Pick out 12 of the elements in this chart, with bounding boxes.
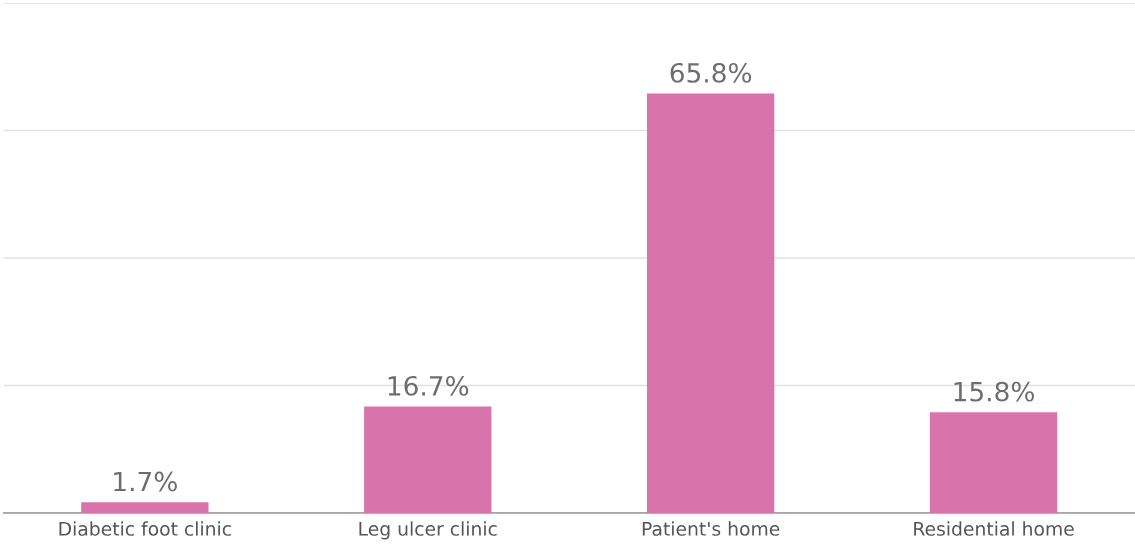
x-tick-label: Diabetic foot clinic bbox=[59, 521, 231, 536]
x-tick-label: Leg ulcer clinic bbox=[359, 521, 497, 540]
data-label: 15.8% bbox=[954, 381, 1035, 402]
bar bbox=[929, 412, 1058, 513]
bar bbox=[647, 93, 775, 513]
x-tick-label: Patient's home bbox=[642, 521, 780, 536]
bar bbox=[81, 502, 209, 513]
data-label: 1.7% bbox=[114, 471, 177, 492]
data-label: 16.7% bbox=[388, 375, 469, 396]
x-tick-label: Residential home bbox=[914, 521, 1074, 536]
bar bbox=[364, 406, 492, 513]
data-label: 65.8% bbox=[670, 62, 752, 83]
